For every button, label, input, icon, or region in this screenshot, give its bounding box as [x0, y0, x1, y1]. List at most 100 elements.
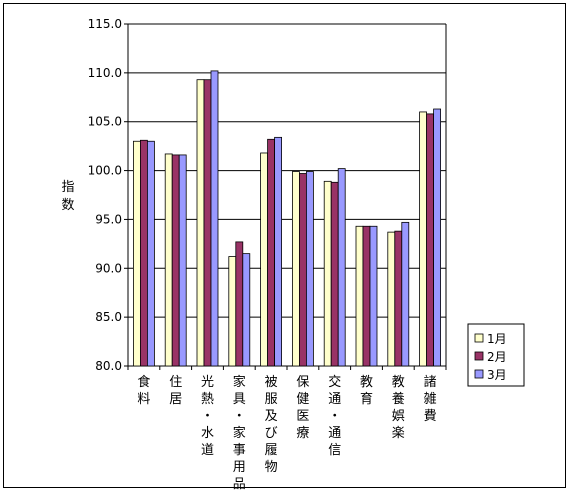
category-label: 光熱・水道 [201, 375, 214, 458]
category-label-char: 諸 [424, 374, 437, 390]
legend-label: 1月 [487, 332, 507, 346]
bar-3月-5 [305, 171, 314, 367]
bar-2月-4 [267, 138, 276, 367]
category-label-char: 品 [233, 477, 246, 492]
category-label-char: 娯 [392, 409, 405, 424]
category-label-char: 家 [233, 374, 246, 390]
category-label-char: 道 [201, 443, 214, 458]
category-label-char: 医 [296, 409, 309, 424]
category-label-char: 水 [201, 426, 214, 441]
category-label-char: 養 [392, 391, 405, 407]
category-label-char: 通 [328, 426, 341, 441]
y-tick-label: 110.0 [88, 66, 122, 80]
category-label-char: ・ [233, 409, 246, 424]
category-label-char: 育 [360, 391, 373, 407]
legend-swatch [474, 333, 484, 343]
chart-frame [3, 3, 566, 488]
category-label-char: 療 [296, 426, 309, 441]
category-label-char: 具 [233, 392, 246, 407]
category-label: 住居 [169, 375, 182, 407]
bar-2月-6 [330, 181, 339, 367]
bar-3月-6 [337, 168, 346, 367]
bar-1月-8 [387, 231, 396, 367]
category-label-char: 熱 [201, 392, 214, 407]
y-tick-label: 105.0 [88, 115, 122, 129]
bar-1月-7 [355, 225, 364, 367]
bar-3月-1 [178, 154, 187, 367]
category-label-char: 教 [392, 374, 405, 390]
bar-3月-9 [433, 108, 442, 367]
category-label-char: ・ [328, 409, 341, 424]
category-label: 教育 [360, 374, 373, 407]
category-label-char: 料 [137, 392, 150, 407]
legend-swatch [474, 351, 484, 361]
category-label-char: 履 [265, 443, 278, 458]
bar-3月-3 [242, 253, 251, 367]
category-label-char: 健 [296, 392, 309, 407]
category-label-char: 家 [233, 425, 246, 441]
y-tick-label: 80.0 [95, 359, 122, 373]
y-tick-label: 95.0 [95, 212, 122, 226]
bar-1月-1 [164, 153, 173, 367]
category-label-char: 信 [328, 443, 341, 458]
category-label-char: 住 [169, 375, 182, 390]
category-label-char: 教 [360, 374, 373, 390]
y-tick-label: 85.0 [95, 310, 122, 324]
category-label-char: 交 [328, 374, 341, 390]
legend-label: 3月 [487, 368, 507, 382]
bar-1月-9 [419, 111, 428, 367]
y-tick-labels: 80.0 85.0 90.0 95.0 100.0 105.0 110.0 115.0 [88, 17, 122, 373]
y-axis-label-part-1: 指 [61, 180, 74, 195]
bar-1月-6 [323, 180, 332, 367]
category-label-char: 用 [233, 460, 246, 475]
category-label: 交通・通信 [328, 374, 341, 458]
category-label-char: 通 [328, 392, 341, 407]
bar-1月-3 [228, 256, 237, 367]
bars [132, 70, 442, 367]
bar-3月-0 [146, 140, 155, 367]
bar-1月-2 [196, 79, 205, 367]
bar-1月-4 [260, 152, 269, 367]
category-label-char: ・ [201, 409, 214, 424]
category-label-char: 食 [137, 374, 150, 390]
bar-1月-5 [291, 171, 300, 367]
category-label-char: 被 [265, 375, 278, 390]
category-label-char: 雑 [424, 391, 437, 407]
category-label-char: 光 [201, 375, 214, 390]
category-label-char: 服 [265, 392, 278, 407]
bar-2月-9 [426, 113, 435, 367]
y-tick-label: 90.0 [95, 261, 122, 275]
bar-2月-0 [139, 139, 148, 367]
legend: 1月 2月 3月 [467, 323, 525, 387]
y-axis-label-part-2: 数 [61, 198, 74, 213]
bar-2月-8 [394, 230, 403, 367]
category-label-char: 物 [265, 460, 278, 475]
category-label: 諸雑費 [424, 374, 437, 424]
y-tick-label: 100.0 [88, 164, 122, 178]
bar-3月-8 [401, 221, 410, 367]
y-tick-label: 115.0 [88, 17, 122, 31]
bar-3月-7 [369, 225, 378, 367]
bar-1月-0 [132, 140, 141, 367]
category-label-char: 及 [265, 409, 278, 424]
legend-label: 2月 [487, 350, 507, 364]
category-label-char: 楽 [392, 425, 405, 441]
bar-2月-2 [203, 79, 212, 367]
category-label: 食料 [137, 374, 150, 407]
category-label-char: び [265, 426, 278, 441]
category-label-char: 費 [424, 409, 437, 424]
bar-2月-5 [298, 173, 307, 367]
bar-2月-3 [235, 241, 244, 367]
bar-2月-7 [362, 225, 371, 367]
category-label-char: 居 [169, 392, 182, 407]
category-label-char: 事 [233, 443, 246, 458]
bar-3月-2 [210, 70, 219, 367]
legend-swatch [474, 369, 484, 379]
bar-3月-4 [274, 136, 283, 367]
